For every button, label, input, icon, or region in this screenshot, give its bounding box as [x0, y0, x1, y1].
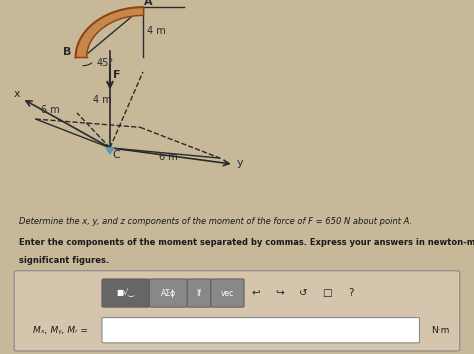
Text: B: B [63, 47, 72, 57]
Text: 6 m: 6 m [159, 152, 178, 162]
Text: □: □ [322, 288, 332, 298]
Text: C: C [113, 150, 120, 160]
FancyBboxPatch shape [102, 318, 419, 343]
Text: y: y [237, 158, 243, 168]
Text: x: x [14, 88, 20, 98]
FancyBboxPatch shape [14, 271, 460, 351]
Text: 4 m: 4 m [93, 95, 112, 105]
Text: A: A [144, 0, 153, 7]
Text: 4 m: 4 m [147, 26, 166, 36]
Text: ■√‿: ■√‿ [117, 289, 135, 298]
Text: ?: ? [348, 288, 354, 298]
Text: ↺: ↺ [299, 288, 308, 298]
Text: 6 m: 6 m [41, 105, 60, 115]
Text: Determine the x, y, and z components of the moment of the force of F = 650 N abo: Determine the x, y, and z components of … [19, 217, 412, 226]
FancyBboxPatch shape [211, 279, 244, 307]
Text: vec: vec [221, 289, 234, 298]
Text: ↩: ↩ [252, 288, 260, 298]
Text: N·m: N·m [431, 326, 450, 335]
FancyBboxPatch shape [102, 279, 149, 307]
Text: ↪: ↪ [275, 288, 284, 298]
Text: If: If [197, 289, 201, 298]
Text: Enter the components of the moment separated by commas. Express your answers in : Enter the components of the moment separ… [19, 238, 474, 247]
FancyBboxPatch shape [149, 279, 187, 307]
Text: 45°: 45° [96, 58, 113, 68]
Text: significant figures.: significant figures. [19, 256, 109, 265]
Polygon shape [106, 148, 114, 154]
FancyBboxPatch shape [187, 279, 211, 307]
Polygon shape [75, 7, 143, 57]
Text: F: F [113, 70, 120, 80]
Text: AΣϕ: AΣϕ [161, 289, 176, 298]
Text: Mₓ, Mᵧ, Mᵣ =: Mₓ, Mᵧ, Mᵣ = [33, 326, 88, 335]
